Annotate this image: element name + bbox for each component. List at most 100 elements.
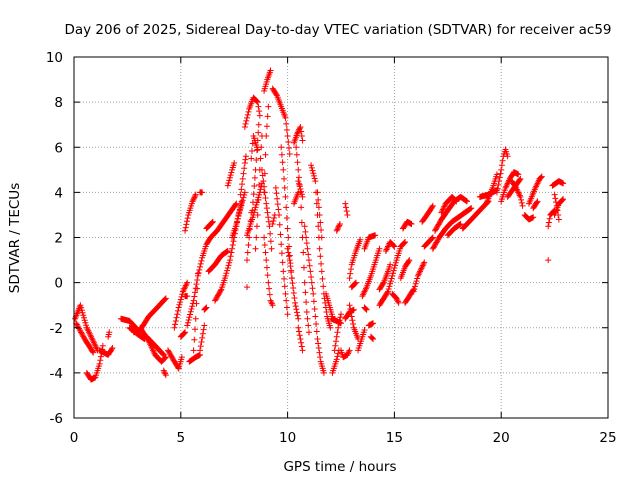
data-point bbox=[190, 297, 197, 304]
data-point bbox=[406, 257, 413, 264]
data-point bbox=[184, 215, 191, 222]
data-point bbox=[315, 345, 322, 352]
data-point bbox=[257, 155, 264, 162]
data-point bbox=[284, 225, 291, 232]
data-point bbox=[560, 196, 567, 203]
data-point bbox=[189, 198, 196, 205]
data-point bbox=[172, 317, 179, 324]
data-point bbox=[296, 125, 303, 132]
data-point bbox=[172, 321, 179, 328]
data-point bbox=[214, 292, 221, 299]
data-point bbox=[297, 189, 304, 196]
data-point bbox=[346, 275, 353, 282]
data-point bbox=[192, 289, 199, 296]
data-point bbox=[434, 238, 441, 245]
data-point bbox=[251, 183, 258, 190]
data-point bbox=[273, 190, 280, 197]
data-point bbox=[308, 162, 315, 169]
data-point bbox=[553, 199, 560, 206]
data-point bbox=[224, 264, 231, 271]
data-point bbox=[278, 151, 285, 158]
data-point bbox=[227, 172, 234, 179]
data-point bbox=[269, 302, 276, 309]
data-point bbox=[226, 259, 233, 266]
data-point bbox=[552, 195, 559, 202]
data-point bbox=[431, 243, 438, 250]
data-point bbox=[73, 321, 80, 328]
data-point bbox=[452, 197, 459, 204]
data-point bbox=[387, 278, 394, 285]
data-point bbox=[300, 249, 307, 256]
data-point bbox=[310, 298, 317, 305]
data-point bbox=[431, 242, 438, 249]
data-point bbox=[278, 241, 285, 248]
data-point bbox=[551, 191, 558, 198]
data-point bbox=[290, 285, 297, 292]
data-point bbox=[313, 200, 320, 207]
data-point bbox=[261, 242, 268, 249]
data-point bbox=[191, 194, 198, 201]
data-point bbox=[413, 278, 420, 285]
data-point bbox=[463, 197, 470, 204]
data-point bbox=[162, 372, 169, 379]
x-tick-label: 10 bbox=[279, 430, 296, 446]
data-point bbox=[283, 297, 290, 304]
data-point bbox=[293, 151, 300, 158]
data-point bbox=[239, 199, 246, 206]
data-point bbox=[229, 245, 236, 252]
data-point bbox=[357, 236, 364, 243]
data-point bbox=[294, 312, 301, 319]
data-point bbox=[171, 324, 178, 331]
data-point bbox=[387, 280, 394, 287]
data-point bbox=[315, 340, 322, 347]
data-point bbox=[248, 155, 255, 162]
data-point bbox=[262, 249, 269, 256]
data-point bbox=[305, 257, 312, 264]
data-point bbox=[498, 166, 505, 173]
data-point bbox=[162, 295, 169, 302]
data-point bbox=[385, 286, 392, 293]
data-point bbox=[434, 222, 441, 229]
data-point bbox=[194, 270, 201, 277]
data-point bbox=[299, 193, 306, 200]
data-point bbox=[349, 317, 356, 324]
data-point bbox=[281, 184, 288, 191]
data-point bbox=[283, 304, 290, 311]
data-point bbox=[184, 322, 191, 329]
data-point bbox=[193, 281, 200, 288]
data-point bbox=[182, 329, 189, 336]
data-point bbox=[430, 244, 437, 251]
data-point bbox=[211, 297, 218, 304]
data-point bbox=[82, 319, 89, 326]
data-point bbox=[302, 228, 309, 235]
data-point bbox=[184, 319, 191, 326]
data-point bbox=[314, 189, 321, 196]
data-point bbox=[284, 245, 291, 252]
data-point bbox=[435, 221, 442, 228]
data-point bbox=[236, 210, 243, 217]
data-point bbox=[258, 144, 265, 151]
data-point bbox=[83, 322, 90, 329]
data-point bbox=[497, 170, 504, 177]
data-point bbox=[299, 137, 306, 144]
data-point bbox=[226, 174, 233, 181]
data-point bbox=[334, 329, 341, 336]
y-tick-label: 2 bbox=[54, 231, 63, 247]
data-point bbox=[391, 243, 398, 250]
data-point bbox=[316, 211, 323, 218]
data-point bbox=[311, 175, 318, 182]
data-point bbox=[258, 166, 265, 173]
data-point bbox=[263, 264, 270, 271]
data-point bbox=[271, 214, 278, 221]
data-point bbox=[380, 280, 387, 287]
data-point bbox=[174, 364, 181, 371]
data-point bbox=[331, 347, 338, 354]
data-point bbox=[198, 339, 205, 346]
data-point bbox=[286, 151, 293, 158]
data-point bbox=[312, 313, 319, 320]
data-point bbox=[468, 205, 475, 212]
data-point bbox=[342, 200, 349, 207]
data-point bbox=[370, 336, 377, 343]
data-point bbox=[308, 279, 315, 286]
data-point bbox=[391, 264, 398, 271]
